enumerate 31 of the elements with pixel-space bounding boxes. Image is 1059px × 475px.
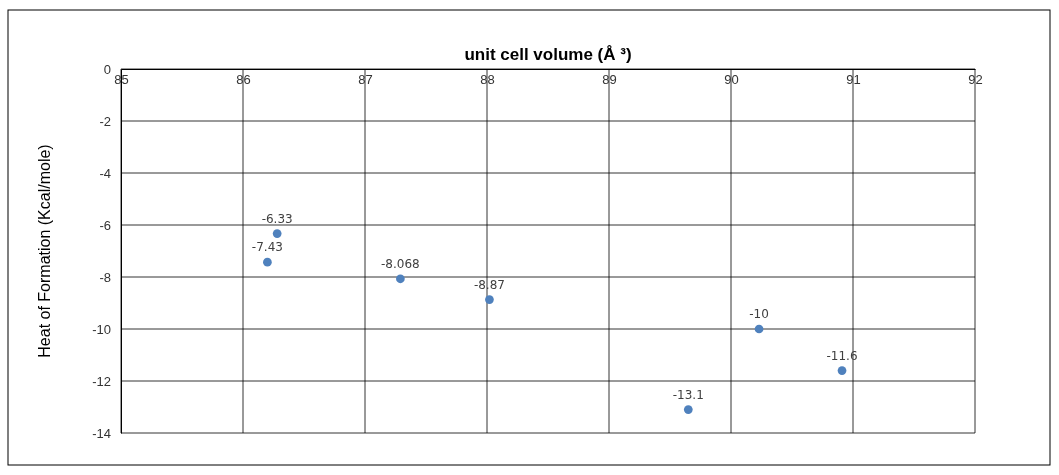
data-label: -10 (749, 307, 769, 321)
point (485, 295, 494, 304)
x-tick-label: 90 (724, 72, 739, 88)
y-tick-label: -2 (99, 113, 111, 129)
y-tick-label: -14 (92, 425, 111, 441)
point (754, 324, 764, 334)
x-tick-label: 86 (236, 72, 251, 88)
x-tick-label: 91 (846, 72, 861, 88)
data-label: -6.33 (261, 211, 293, 226)
chart-title: unit cell volume (Å ³) (464, 45, 632, 64)
point (683, 405, 693, 414)
point (272, 229, 282, 238)
x-tick-label: 92 (968, 72, 983, 88)
data-label: -13.1 (672, 387, 704, 402)
y-tick-label: -10 (92, 321, 111, 337)
point (837, 366, 847, 375)
y-tick-label: -8 (99, 269, 111, 285)
data-label: -8.87 (473, 277, 505, 292)
x-tick-label: 88 (480, 72, 495, 88)
point (396, 274, 405, 284)
data-label: -7.43 (251, 240, 283, 255)
y-tick-label: 0 (103, 61, 111, 77)
x-tick-label: 87 (358, 72, 373, 88)
point (263, 257, 272, 267)
y-axis-title: Heat of Formation (Kcal/mole) (36, 144, 53, 358)
data-label: -11.6 (826, 348, 858, 363)
x-tick-label: 89 (602, 72, 617, 88)
data-label: -8.068 (381, 256, 420, 271)
y-tick-label: -6 (99, 217, 111, 233)
y-tick-label: -4 (99, 165, 111, 181)
y-tick-label: -12 (92, 373, 111, 389)
